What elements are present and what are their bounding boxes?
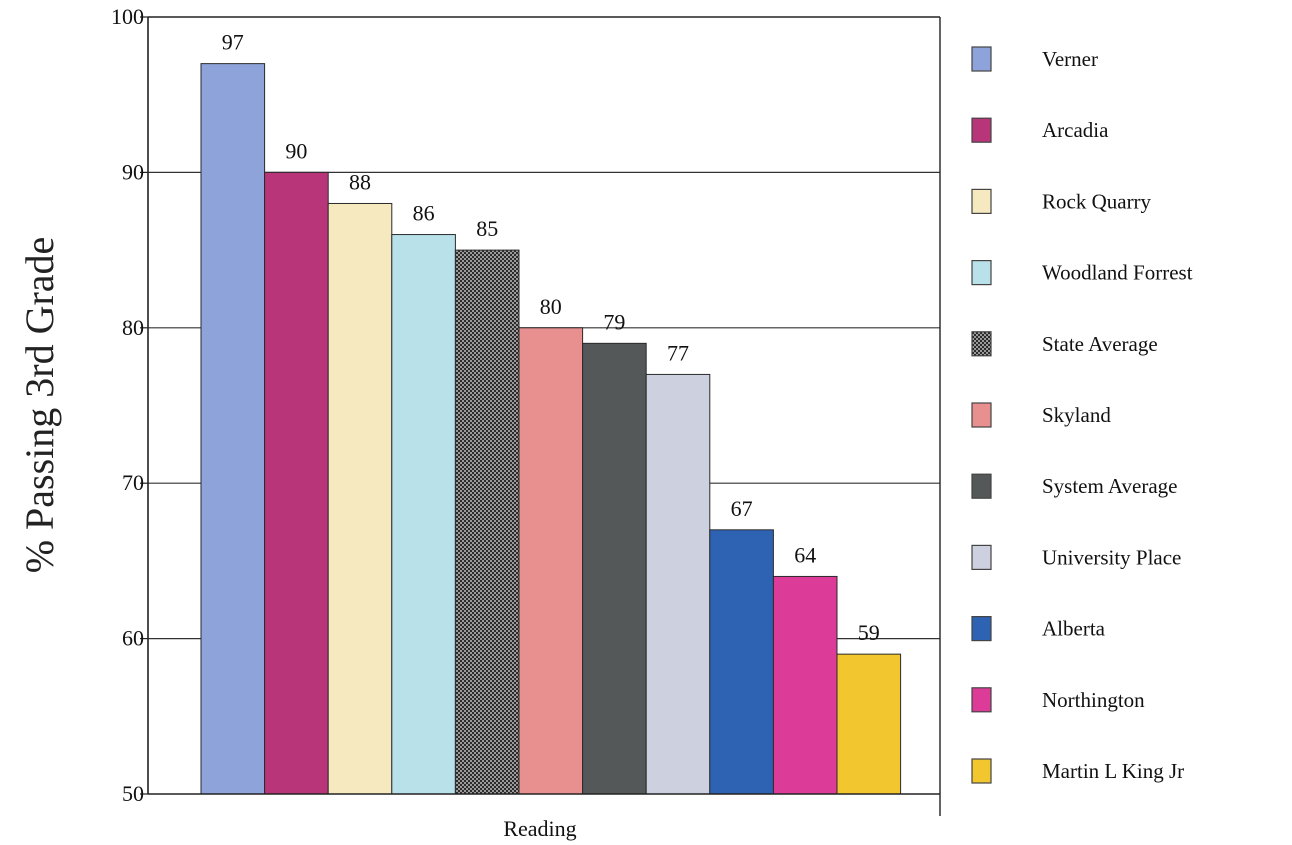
data-label: 88 xyxy=(349,169,371,194)
y-tick-label: 80 xyxy=(122,315,144,340)
data-label: 77 xyxy=(667,340,689,365)
data-label: 67 xyxy=(731,496,753,521)
bar-martin-l-king-jr xyxy=(836,653,902,795)
bar-state-average xyxy=(454,249,520,795)
legend-swatch xyxy=(971,331,992,357)
y-tick-label: 70 xyxy=(122,470,144,495)
bar-woodland-forrest xyxy=(391,234,456,795)
data-label: 97 xyxy=(222,30,244,55)
bar-arcadia xyxy=(264,171,329,795)
legend-swatch xyxy=(971,402,992,428)
legend-swatch xyxy=(971,260,992,286)
bar-verner xyxy=(200,63,266,795)
legend-label: Alberta xyxy=(1042,617,1106,641)
legend-swatch xyxy=(971,544,992,571)
legend-swatch xyxy=(971,615,992,642)
data-label: 90 xyxy=(285,138,307,163)
legend-label: Verner xyxy=(1042,47,1098,71)
legend-label: Arcadia xyxy=(1042,118,1109,142)
data-labels: 97 90 88 86 85 80 79 77 67 64 59 xyxy=(222,30,880,646)
legend-label: Woodland Forrest xyxy=(1042,261,1193,285)
y-axis-title: % Passing 3rd Grade xyxy=(17,237,62,574)
bar-skyland xyxy=(518,327,584,795)
data-label: 79 xyxy=(603,309,625,334)
y-tick-label: 60 xyxy=(122,626,144,651)
legend-swatch xyxy=(971,117,992,143)
bar-rock-quarry xyxy=(327,202,393,795)
y-tick-label: 90 xyxy=(122,159,144,184)
legend-swatch xyxy=(971,473,992,499)
x-category-label: Reading xyxy=(503,816,576,841)
legend-label: Northington xyxy=(1042,688,1145,712)
legend: Verner Arcadia Rock Quarry Woodland Forrest… xyxy=(971,46,1193,784)
y-tick-label: 50 xyxy=(122,781,144,806)
y-tick-label: 100 xyxy=(111,4,144,29)
data-label: 80 xyxy=(540,294,562,319)
legend-label: System Average xyxy=(1042,474,1178,498)
legend-swatch xyxy=(971,46,992,72)
legend-label: University Place xyxy=(1042,545,1181,569)
data-label: 64 xyxy=(794,542,816,567)
bars xyxy=(200,63,902,795)
bar-northington xyxy=(772,575,838,795)
data-label: 85 xyxy=(476,216,498,241)
bar-alberta xyxy=(709,529,774,795)
bar-university-place xyxy=(645,373,711,795)
legend-swatch xyxy=(971,758,992,784)
legend-swatch xyxy=(971,188,992,214)
axes: 50 60 70 80 90 100 Reading xyxy=(111,4,941,841)
legend-label: Martin L King Jr xyxy=(1042,759,1184,783)
data-label: 59 xyxy=(858,620,880,645)
data-label: 86 xyxy=(413,201,435,226)
legend-label: Rock Quarry xyxy=(1042,189,1152,213)
bar-system-average xyxy=(582,342,647,795)
legend-label: State Average xyxy=(1042,332,1158,356)
legend-swatch xyxy=(971,687,992,713)
legend-label: Skyland xyxy=(1042,403,1111,427)
